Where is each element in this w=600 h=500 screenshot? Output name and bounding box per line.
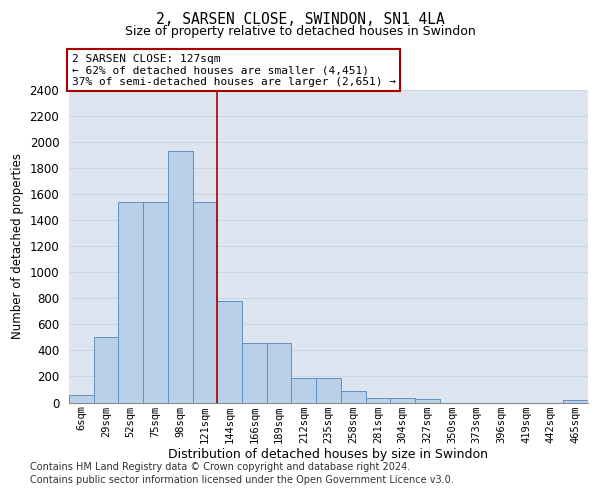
- Bar: [69, 394, 94, 402]
- X-axis label: Distribution of detached houses by size in Swindon: Distribution of detached houses by size …: [169, 448, 488, 462]
- Bar: [563, 400, 588, 402]
- Bar: [341, 391, 365, 402]
- Bar: [316, 378, 341, 402]
- Y-axis label: Number of detached properties: Number of detached properties: [11, 153, 24, 339]
- Bar: [267, 342, 292, 402]
- Text: Contains HM Land Registry data © Crown copyright and database right 2024.: Contains HM Land Registry data © Crown c…: [30, 462, 410, 472]
- Bar: [168, 151, 193, 403]
- Text: 2 SARSEN CLOSE: 127sqm
← 62% of detached houses are smaller (4,451)
37% of semi-: 2 SARSEN CLOSE: 127sqm ← 62% of detached…: [71, 54, 395, 87]
- Bar: [118, 202, 143, 402]
- Text: Size of property relative to detached houses in Swindon: Size of property relative to detached ho…: [125, 25, 475, 38]
- Bar: [390, 398, 415, 402]
- Bar: [217, 301, 242, 402]
- Bar: [94, 338, 118, 402]
- Bar: [242, 342, 267, 402]
- Text: Contains public sector information licensed under the Open Government Licence v3: Contains public sector information licen…: [30, 475, 454, 485]
- Text: 2, SARSEN CLOSE, SWINDON, SN1 4LA: 2, SARSEN CLOSE, SWINDON, SN1 4LA: [155, 12, 445, 28]
- Bar: [365, 398, 390, 402]
- Bar: [193, 202, 217, 402]
- Bar: [415, 399, 440, 402]
- Bar: [292, 378, 316, 402]
- Bar: [143, 202, 168, 402]
